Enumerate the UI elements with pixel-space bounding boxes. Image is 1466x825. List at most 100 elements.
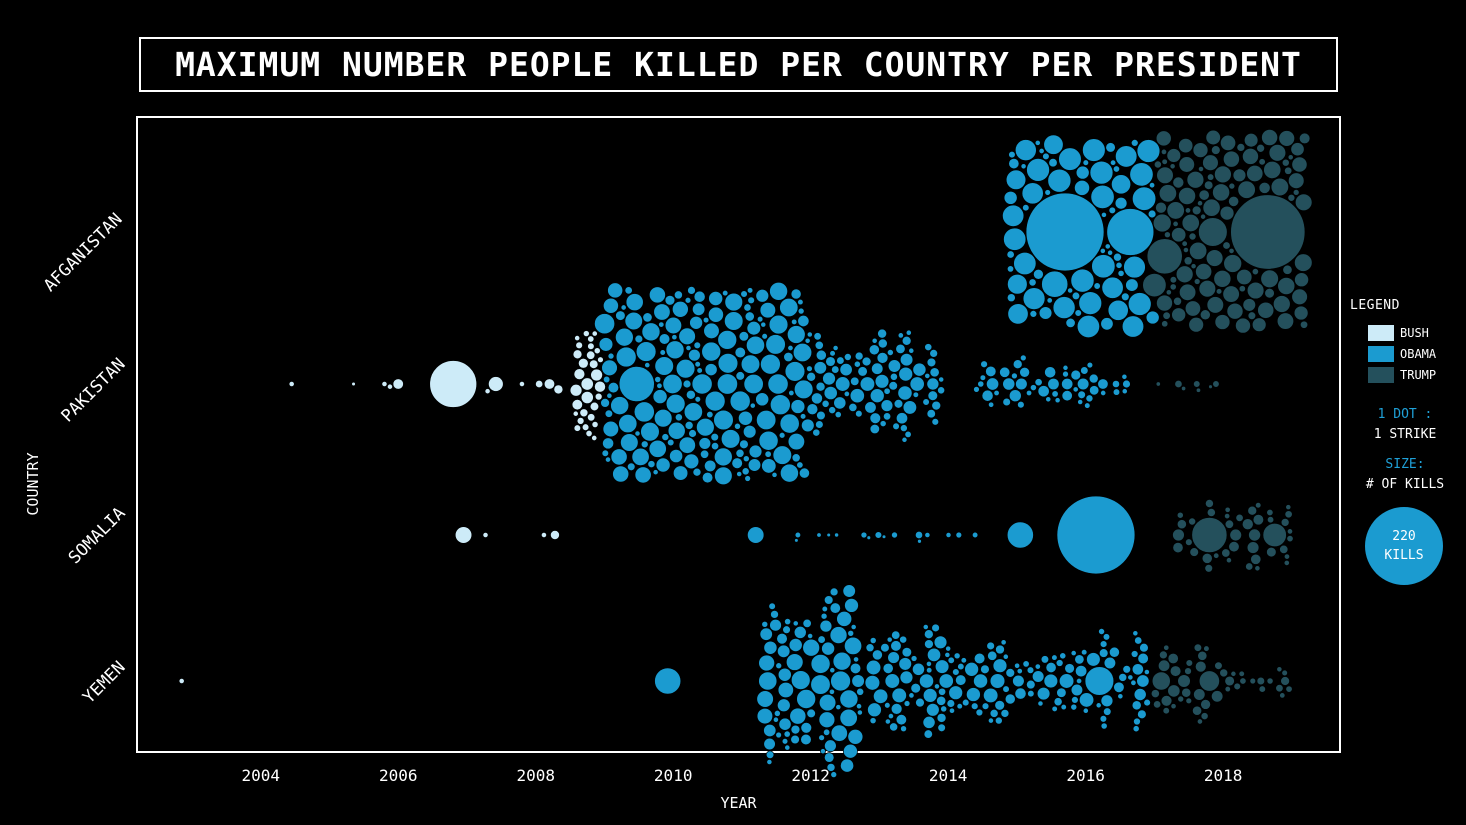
dot-trump-yemen xyxy=(1233,682,1241,691)
dot-obama-pakistan xyxy=(815,381,826,392)
dot-obama-yemen xyxy=(763,640,778,655)
dot-obama-yemen xyxy=(1075,665,1088,678)
dot-obama-pakistan xyxy=(665,340,685,360)
dot-obama-yemen xyxy=(922,688,938,703)
dot-bush-pakistan xyxy=(597,356,604,364)
dot-obama-yemen xyxy=(792,620,799,627)
dot-obama-yemen xyxy=(1102,633,1111,641)
dot-obama-pakistan xyxy=(598,337,614,352)
dot-obama-yemen xyxy=(843,636,863,655)
dot-trump-afganistan xyxy=(1211,145,1221,155)
dot-obama-yemen xyxy=(1045,661,1057,674)
dot-obama-yemen xyxy=(961,698,970,707)
dot-obama-pakistan xyxy=(758,430,779,451)
dot-trump-afganistan xyxy=(1236,268,1253,286)
dot-obama-pakistan xyxy=(977,380,985,388)
dot-trump-afganistan xyxy=(1198,217,1228,247)
dot-obama-pakistan xyxy=(731,457,743,469)
dot-obama-pakistan xyxy=(711,442,720,451)
dot-obama-pakistan xyxy=(1034,378,1043,387)
dot-trump-afganistan xyxy=(1282,264,1293,275)
dot-bush-pakistan xyxy=(351,381,356,387)
dot-bush-pakistan xyxy=(429,360,478,408)
dot-obama-afganistan xyxy=(1129,162,1154,187)
dot-trump-afganistan xyxy=(1290,142,1305,157)
dot-bush-somalia xyxy=(454,526,473,544)
dot-obama-pakistan xyxy=(664,316,683,335)
dot-obama-pakistan xyxy=(832,345,839,351)
dot-obama-pakistan xyxy=(601,359,618,377)
dot-obama-pakistan xyxy=(1062,370,1069,378)
dot-obama-pakistan xyxy=(1012,359,1023,370)
dot-obama-yemen xyxy=(1082,707,1089,714)
dot-obama-afganistan xyxy=(1005,169,1027,191)
dot-obama-yemen xyxy=(1076,677,1083,685)
dot-trump-afganistan xyxy=(1228,182,1236,190)
dot-obama-pakistan xyxy=(759,302,777,319)
dot-obama-yemen xyxy=(1034,663,1041,670)
dot-obama-somalia xyxy=(874,531,883,539)
dot-obama-pakistan xyxy=(678,327,696,346)
dot-obama-yemen xyxy=(873,688,889,704)
dot-obama-afganistan xyxy=(1136,139,1161,163)
dot-obama-yemen xyxy=(828,688,835,695)
dot-trump-afganistan xyxy=(1195,263,1213,281)
dot-obama-afganistan xyxy=(1020,163,1027,170)
dot-obama-pakistan xyxy=(683,453,700,470)
dot-bush-pakistan xyxy=(589,401,600,412)
dot-trump-yemen xyxy=(1200,699,1211,710)
dot-obama-pakistan xyxy=(704,390,726,412)
dot-obama-pakistan xyxy=(708,291,724,306)
dot-bush-pakistan xyxy=(392,378,404,390)
dot-obama-yemen xyxy=(938,673,954,689)
dot-obama-yemen xyxy=(955,674,967,686)
dot-obama-afganistan xyxy=(1082,159,1090,166)
dot-obama-pakistan xyxy=(981,389,994,402)
dot-obama-yemen xyxy=(856,687,865,696)
dot-obama-yemen xyxy=(887,713,894,720)
dot-obama-afganistan xyxy=(1074,309,1082,317)
dot-obama-somalia xyxy=(1006,521,1034,549)
dot-trump-afganistan xyxy=(1181,240,1188,247)
dot-trump-afganistan xyxy=(1256,143,1265,153)
dot-obama-yemen xyxy=(895,714,908,726)
dot-obama-afganistan xyxy=(1022,287,1046,310)
dot-obama-yemen xyxy=(790,734,800,745)
dot-trump-afganistan xyxy=(1251,317,1267,332)
dot-obama-yemen xyxy=(850,624,857,630)
dot-trump-afganistan xyxy=(1162,311,1171,320)
dot-obama-yemen xyxy=(802,618,812,628)
dot-trump-afganistan xyxy=(1172,220,1179,227)
dot-obama-yemen xyxy=(836,610,853,627)
dot-trump-somalia xyxy=(1280,518,1290,527)
dot-obama-somalia xyxy=(971,531,979,539)
dot-obama-pakistan xyxy=(897,385,913,401)
dot-obama-pakistan xyxy=(740,354,761,374)
dot-trump-afganistan xyxy=(1171,307,1187,323)
dot-obama-afganistan xyxy=(1106,208,1155,256)
dot-obama-yemen xyxy=(869,717,877,725)
dot-trump-afganistan xyxy=(1146,238,1183,275)
dot-obama-yemen xyxy=(785,653,804,671)
dot-obama-pakistan xyxy=(790,288,802,300)
dot-obama-yemen xyxy=(1064,663,1075,674)
dot-trump-afganistan xyxy=(1215,288,1223,295)
dot-obama-pakistan xyxy=(687,286,696,295)
dot-trump-yemen xyxy=(1203,645,1210,652)
dot-obama-yemen xyxy=(937,723,946,733)
dot-obama-pakistan xyxy=(760,321,767,328)
dot-obama-yemen xyxy=(763,723,777,738)
dot-obama-pakistan xyxy=(833,396,847,410)
dot-obama-yemen xyxy=(853,656,860,663)
dot-trump-afganistan xyxy=(1198,279,1217,298)
dot-trump-afganistan xyxy=(1166,148,1182,163)
dot-obama-pakistan xyxy=(624,311,643,331)
dot-trump-afganistan xyxy=(1247,311,1257,320)
dot-trump-somalia xyxy=(1252,514,1265,526)
y-axis-label: COUNTRY xyxy=(24,452,42,515)
dot-obama-afganistan xyxy=(1131,186,1157,211)
dot-obama-yemen xyxy=(936,695,947,706)
dot-obama-yemen xyxy=(788,638,803,652)
dot-obama-yemen xyxy=(945,645,952,652)
dot-trump-afganistan xyxy=(1198,189,1210,201)
